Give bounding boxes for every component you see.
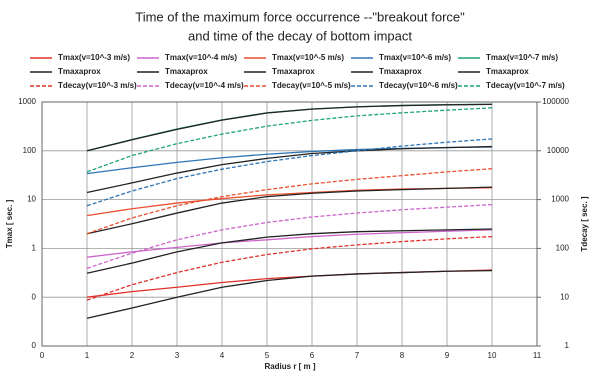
x-tick-label: 10 bbox=[488, 351, 497, 360]
y-tick-label: 10 bbox=[27, 195, 36, 204]
series-line bbox=[86, 203, 493, 269]
legend-label: Tmaxaprox bbox=[165, 67, 208, 76]
series-line bbox=[86, 187, 493, 217]
series-line bbox=[86, 229, 493, 258]
legend-label: Tmax(v=10^-3 m/s) bbox=[58, 53, 130, 62]
x-tick-label: 9 bbox=[445, 351, 450, 360]
series-line bbox=[86, 228, 493, 274]
y-tick-label: 1 bbox=[32, 244, 37, 253]
x-axis-label: Radius r [ m ] bbox=[264, 362, 315, 371]
legend-label: Tmax(v=10^-5 m/s) bbox=[272, 53, 344, 62]
x-tick-label: 6 bbox=[310, 351, 315, 360]
y-axis-label: Tmax [ sec. ] bbox=[5, 199, 14, 248]
legend-label: Tdecay(v=10^-5 m/s) bbox=[272, 81, 351, 90]
x-tick-label: 11 bbox=[533, 351, 542, 360]
series-line bbox=[86, 269, 493, 298]
y2-tick-label: 10000 bbox=[547, 146, 570, 155]
series-line bbox=[86, 138, 493, 207]
legend-label: Tmaxaprox bbox=[486, 67, 529, 76]
plot-frame bbox=[41, 101, 538, 347]
x-tick-label: 1 bbox=[85, 351, 90, 360]
y-tick-label: 100 bbox=[23, 146, 37, 155]
y2-tick-label: 100000 bbox=[542, 97, 569, 106]
series-line bbox=[86, 103, 493, 152]
legend-label: Tdecay(v=10^-4 m/s) bbox=[165, 81, 244, 90]
chart-subtitle: and time of the decay of bottom impact bbox=[188, 28, 412, 43]
legend-label: Tmaxaprox bbox=[58, 67, 101, 76]
legend-label: Tdecay(v=10^-3 m/s) bbox=[58, 81, 137, 90]
legend-label: Tmax(v=10^-7 m/s) bbox=[486, 53, 558, 62]
legend-label: Tmax(v=10^-6 m/s) bbox=[379, 53, 451, 62]
y2-axis-label: Tdecay [ sec. ] bbox=[580, 196, 589, 251]
y2-tick-label: 1000 bbox=[551, 195, 569, 204]
x-tick-label: 3 bbox=[175, 351, 180, 360]
y2-tick-label: 1 bbox=[565, 341, 570, 350]
x-tick-label: 0 bbox=[40, 351, 45, 360]
series-line bbox=[86, 269, 493, 319]
x-tick-label: 8 bbox=[400, 351, 405, 360]
legend-label: Tmaxaprox bbox=[272, 67, 315, 76]
x-tick-label: 5 bbox=[265, 351, 270, 360]
x-tick-label: 2 bbox=[130, 351, 135, 360]
legend-label: Tmax(v=10^-4 m/s) bbox=[165, 53, 237, 62]
y-tick-label: 0 bbox=[32, 341, 37, 350]
x-tick-label: 4 bbox=[220, 351, 225, 360]
legend-label: Tdecay(v=10^-7 m/s) bbox=[486, 81, 565, 90]
series-line bbox=[86, 235, 493, 301]
series-line bbox=[86, 145, 493, 194]
series-line bbox=[86, 107, 493, 173]
y2-tick-label: 10 bbox=[560, 292, 569, 301]
y-tick-label: 0 bbox=[32, 292, 37, 301]
series-line bbox=[86, 168, 493, 235]
chart-title: Time of the maximum force occurrence --"… bbox=[135, 9, 465, 24]
legend-label: Tmaxaprox bbox=[379, 67, 422, 76]
y-tick-label: 1000 bbox=[18, 97, 36, 106]
x-tick-label: 7 bbox=[355, 351, 360, 360]
y2-tick-label: 100 bbox=[556, 244, 570, 253]
legend-label: Tdecay(v=10^-6 m/s) bbox=[379, 81, 458, 90]
series-line bbox=[86, 186, 493, 235]
